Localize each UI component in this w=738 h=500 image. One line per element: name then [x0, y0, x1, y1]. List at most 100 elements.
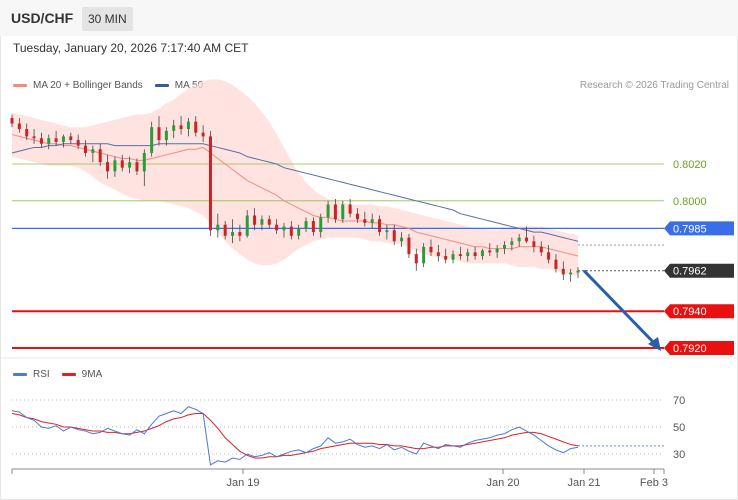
candle-body: [128, 162, 132, 168]
candle-body: [569, 272, 573, 275]
legend-label-ma50: MA 50: [174, 80, 204, 91]
candle-body: [311, 221, 315, 233]
candle-body: [289, 226, 293, 236]
candle-body: [91, 149, 95, 153]
candle-body: [473, 252, 477, 256]
candle-body: [392, 230, 396, 242]
candle-body: [451, 254, 455, 260]
forecast-arrow-shaft: [582, 269, 659, 348]
candle-body: [231, 232, 235, 236]
candle-body: [186, 121, 190, 130]
candle-body: [10, 118, 14, 124]
candle-body: [547, 252, 551, 260]
candle-body: [436, 252, 440, 256]
price-tag-0.7940: 0.7940: [664, 304, 734, 319]
forecast-arrow-head: [648, 337, 661, 351]
candle-body: [172, 125, 176, 131]
candle-body: [76, 140, 80, 146]
price-tag-0.8020: 0.8020: [673, 159, 707, 171]
candle-body: [253, 215, 257, 225]
candle-body: [333, 204, 337, 220]
candle-body: [39, 138, 43, 144]
candle-body: [25, 129, 29, 137]
price-tag-bg: [664, 341, 734, 355]
price-tag-bg: [664, 304, 734, 319]
candle-body: [157, 127, 161, 141]
candle-body: [69, 136, 73, 141]
rsi-legend: RSI 9MA: [13, 369, 114, 380]
x-tick-label-Jan-20: Jan 20: [486, 477, 519, 489]
candle-body: [400, 237, 404, 242]
legend-item-ma50: MA 50: [154, 80, 204, 91]
candle-body: [113, 160, 117, 172]
candle-body: [554, 259, 558, 269]
candle-body: [61, 136, 65, 142]
legend-swatch-ma50: [154, 84, 169, 87]
candle-body: [363, 219, 367, 223]
price-label-0.7962: 0.7962: [673, 266, 707, 278]
rsi-tick-30: 30: [673, 449, 685, 461]
candle-body: [135, 162, 139, 172]
rsi-9ma-line: [11, 413, 579, 459]
candle-body: [414, 254, 418, 264]
candle-body: [120, 160, 124, 168]
candle-body: [208, 136, 212, 231]
price-tag-bg: [664, 263, 734, 278]
candle-body: [245, 215, 249, 236]
timestamp: Tuesday, January 20, 2026 7:17:40 AM CET: [13, 41, 249, 55]
legend-swatch-9ma: [61, 373, 76, 376]
candle-body: [17, 123, 21, 130]
candle-body: [142, 152, 146, 172]
legend-label-rsi: RSI: [33, 369, 50, 380]
candle-body: [267, 219, 271, 225]
candle-body: [407, 237, 411, 255]
candle-body: [32, 136, 36, 139]
candle-body: [370, 219, 374, 223]
rsi-tick-50: 50: [673, 422, 685, 434]
x-tick-label-Jan-19: Jan 19: [226, 477, 259, 489]
main-legend: MA 20 + Bollinger Bands MA 50: [13, 80, 215, 91]
candle-body: [341, 204, 345, 220]
candle-body: [106, 162, 110, 172]
candle-body: [275, 224, 279, 231]
candle-body: [378, 219, 382, 233]
candle-body: [223, 224, 227, 236]
candle-body: [164, 130, 168, 141]
candle-body: [480, 250, 484, 256]
legend-item-rsi: RSI: [13, 369, 50, 380]
candle-body: [319, 217, 323, 233]
price-tag-0.8000: 0.8000: [673, 196, 707, 208]
candle-body: [326, 204, 330, 218]
price-label-0.8020: 0.8020: [673, 159, 707, 171]
candle-body: [348, 204, 352, 214]
candle-body: [561, 268, 565, 275]
candle-body: [179, 125, 183, 130]
candle-body: [355, 213, 359, 220]
candle-body: [216, 224, 220, 231]
timeframe-button[interactable]: 30 MIN: [82, 7, 133, 31]
rsi-tick-70: 70: [673, 395, 685, 407]
candle-body: [238, 232, 242, 236]
symbol-title: USD/CHF: [11, 10, 74, 26]
candle-body: [47, 138, 51, 144]
candle-body: [429, 246, 433, 253]
x-tick-label-Jan-21: Jan 21: [567, 477, 600, 489]
legend-item-9ma: 9MA: [61, 369, 103, 380]
candle-body: [84, 145, 88, 153]
candle-body: [444, 256, 448, 260]
ma20-line: [11, 134, 579, 257]
candle-body: [260, 219, 264, 225]
candle-body: [495, 248, 499, 253]
legend-swatch-rsi: [13, 373, 27, 376]
candle-body: [98, 149, 102, 163]
price-tag-0.7962: 0.7962: [664, 263, 734, 278]
research-credit: Research © 2026 Trading Central: [579, 80, 729, 91]
candle-body: [304, 221, 308, 229]
legend-swatch-ma20: [13, 84, 27, 87]
price-tag-0.7985: 0.7985: [664, 221, 734, 236]
x-tick-label-Feb-3: Feb 3: [640, 477, 668, 489]
legend-label-9ma: 9MA: [81, 369, 103, 380]
ma50-line: [11, 143, 579, 242]
candle-body: [297, 228, 301, 236]
